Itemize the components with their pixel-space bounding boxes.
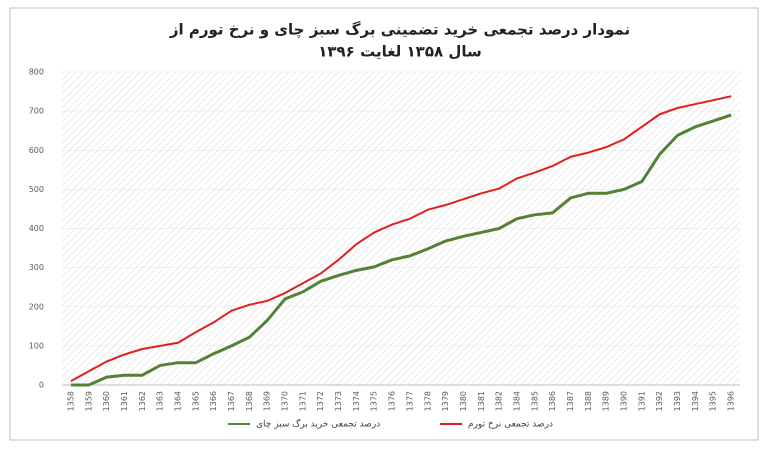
y-tick-label: 200 <box>29 302 44 311</box>
x-tick-label: 1364 <box>173 391 182 411</box>
x-tick-label: 1379 <box>441 391 450 411</box>
x-tick-label: 1359 <box>84 391 93 411</box>
y-tick-label: 600 <box>29 146 44 155</box>
x-tick-label: 1361 <box>120 391 129 411</box>
x-tick-label: 1381 <box>477 391 486 411</box>
chart-title: نمودار درصد تجمعی خرید تضمینی برگ سبز چا… <box>169 21 630 40</box>
x-tick-label: 1390 <box>620 391 629 411</box>
x-tick-label: 1378 <box>423 391 432 411</box>
x-tick-label: 1391 <box>637 391 646 411</box>
x-tick-label: 1376 <box>388 391 397 411</box>
x-tick-label: 1363 <box>156 391 165 411</box>
x-tick-label: 1362 <box>138 391 147 411</box>
x-tick-label: 1371 <box>298 391 307 411</box>
y-tick-label: 800 <box>29 68 44 77</box>
x-tick-label: 1393 <box>673 391 682 411</box>
x-tick-label: 1385 <box>530 391 539 411</box>
x-tick-label: 1388 <box>584 391 593 411</box>
x-tick-label: 1382 <box>495 391 504 411</box>
y-tick-label: 400 <box>29 224 44 233</box>
x-tick-label: 1365 <box>191 391 200 411</box>
x-tick-label: 1370 <box>281 391 290 411</box>
x-tick-label: 1394 <box>691 391 700 411</box>
series-line <box>70 95 732 382</box>
x-tick-label: 1360 <box>102 391 111 411</box>
y-tick-label: 500 <box>29 185 44 194</box>
x-tick-label: 1375 <box>370 391 379 411</box>
legend-label: درصد تجمعی نرخ تورم <box>468 420 553 430</box>
y-tick-label: 100 <box>29 341 44 350</box>
x-tick-label: 1384 <box>512 391 521 411</box>
x-tick-label: 1377 <box>405 391 414 411</box>
x-tick-label: 1389 <box>602 391 611 411</box>
x-tick-label: 1358 <box>66 391 75 411</box>
y-tick-label: 700 <box>29 107 44 116</box>
x-tick-label: 1395 <box>709 391 718 411</box>
series-line <box>70 113 732 387</box>
x-tick-label: 1372 <box>316 391 325 411</box>
x-tick-label: 1374 <box>352 391 361 411</box>
x-tick-label: 1368 <box>245 391 254 411</box>
x-tick-label: 1367 <box>227 391 236 411</box>
x-tick-label: 1366 <box>209 391 218 411</box>
x-tick-label: 1387 <box>566 391 575 411</box>
y-tick-label: 300 <box>29 263 44 272</box>
chart-subtitle: سال ۱۳۵۸ لغایت ۱۳۹۶ <box>318 43 482 61</box>
x-tick-label: 1380 <box>459 391 468 411</box>
x-tick-label: 1369 <box>263 391 272 411</box>
x-tick-label: 1392 <box>655 391 664 411</box>
x-tick-label: 1373 <box>334 391 343 411</box>
x-tick-label: 1396 <box>727 391 736 411</box>
y-tick-label: 0 <box>39 381 44 390</box>
x-tick-label: 1386 <box>548 391 557 411</box>
legend-label: درصد تجمعی خرید برگ سبز چای <box>256 418 380 430</box>
